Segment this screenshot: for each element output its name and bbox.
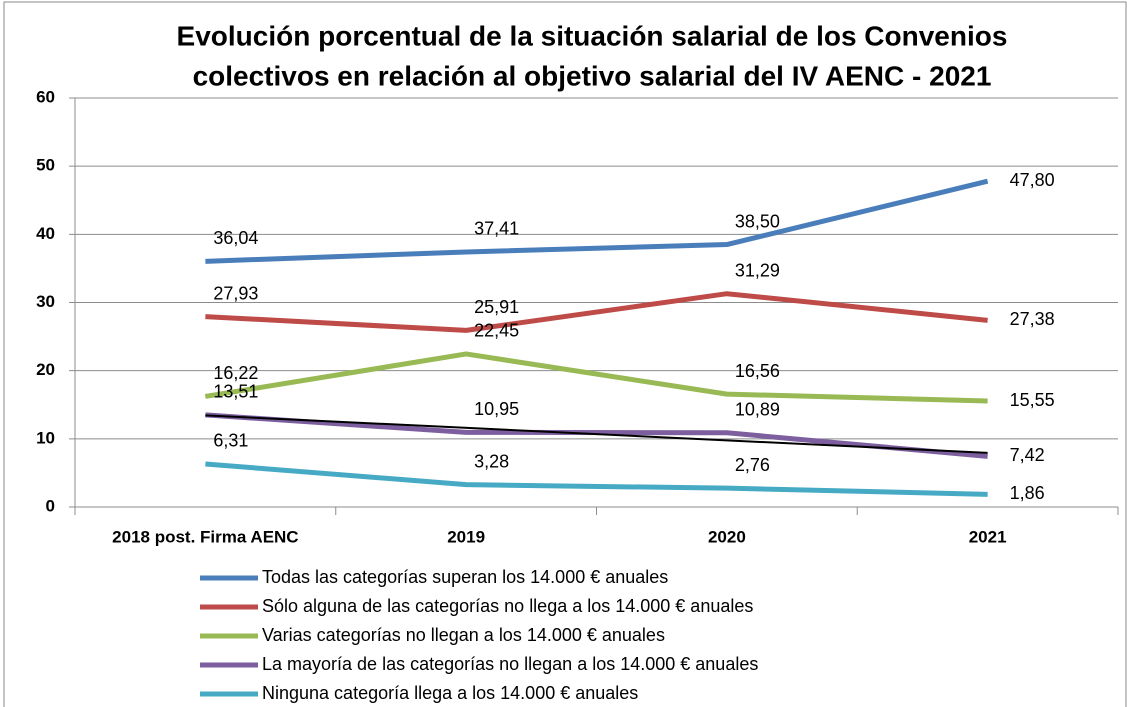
data-label: 2,76 — [735, 455, 770, 475]
data-label: 13,51 — [213, 382, 258, 402]
x-tick-label: 2019 — [447, 527, 485, 546]
data-label: 6,31 — [213, 431, 248, 451]
legend-label: La mayoría de las categorías no llegan a… — [262, 654, 758, 674]
chart-title: colectivos en relación al objetivo salar… — [193, 60, 992, 91]
trendline — [205, 414, 988, 454]
legend-label: Ninguna categoría llega a los 14.000 € a… — [262, 683, 638, 703]
series-line — [205, 291, 988, 333]
data-label: 37,41 — [474, 219, 519, 239]
data-label: 38,50 — [735, 211, 780, 231]
data-label: 10,95 — [474, 399, 519, 419]
legend-label: Todas las categorías superan los 14.000 … — [262, 567, 668, 587]
series-line — [205, 412, 988, 459]
data-label: 10,89 — [735, 400, 780, 420]
y-tick-label: 60 — [36, 87, 55, 106]
data-label: 36,04 — [213, 228, 258, 248]
data-label: 3,28 — [474, 451, 509, 471]
data-label: 27,38 — [1010, 309, 1055, 329]
x-tick-label: 2018 post. Firma AENC — [112, 527, 298, 546]
data-label: 16,22 — [213, 363, 258, 383]
series-line — [205, 461, 988, 497]
chart-title: Evolución porcentual de la situación sal… — [177, 20, 1008, 51]
data-label: 7,42 — [1010, 445, 1045, 465]
y-tick-label: 0 — [46, 496, 55, 515]
chart-frame — [3, 1, 1127, 707]
legend-label: Sólo alguna de las categorías no llega a… — [262, 596, 753, 616]
data-label: 15,55 — [1010, 390, 1055, 410]
series-line — [204, 351, 988, 404]
y-tick-label: 20 — [36, 360, 55, 379]
data-label: 47,80 — [1010, 170, 1055, 190]
data-label: 16,56 — [735, 361, 780, 381]
series-line — [205, 178, 989, 264]
x-tick-label: 2020 — [708, 527, 746, 546]
data-label: 31,29 — [735, 260, 780, 280]
data-label: 1,86 — [1010, 483, 1045, 503]
y-tick-label: 50 — [36, 156, 55, 175]
data-label: 25,91 — [474, 297, 519, 317]
legend-label: Varias categorías no llegan a los 14.000… — [262, 625, 665, 645]
y-tick-label: 30 — [36, 292, 55, 311]
data-label: 22,45 — [474, 321, 519, 341]
y-tick-label: 10 — [36, 428, 55, 447]
x-tick-label: 2021 — [969, 527, 1007, 546]
data-label: 27,93 — [213, 283, 258, 303]
y-tick-label: 40 — [36, 224, 55, 243]
